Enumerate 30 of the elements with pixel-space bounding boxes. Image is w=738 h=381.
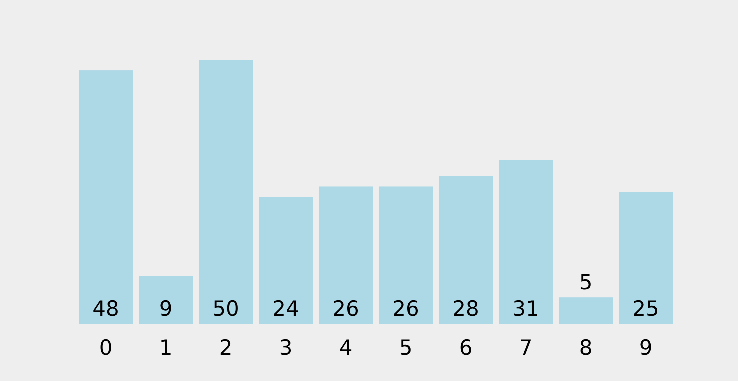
- x-tick-label: 2: [219, 336, 233, 360]
- data-label: 28: [452, 297, 480, 321]
- bar: [199, 60, 253, 324]
- data-label: 5: [579, 270, 593, 295]
- x-tick-label: 0: [99, 336, 113, 360]
- data-label: 50: [212, 297, 240, 321]
- x-tick-label: 1: [159, 336, 173, 360]
- bar: [379, 186, 433, 324]
- x-tick-label: 5: [399, 336, 413, 360]
- bar: [619, 192, 673, 324]
- x-tick-label: 7: [519, 336, 533, 360]
- bar: [319, 186, 373, 324]
- bar: [139, 276, 193, 324]
- bar: [499, 160, 553, 324]
- x-tick-label: 6: [459, 336, 473, 360]
- data-label: 31: [512, 297, 540, 321]
- data-label: 25: [632, 297, 660, 321]
- data-label: 48: [92, 297, 120, 321]
- bar: [439, 176, 493, 324]
- x-tick-label: 4: [339, 336, 353, 360]
- x-tick-label: 8: [579, 336, 593, 360]
- data-label: 9: [159, 297, 173, 321]
- bar: [259, 197, 313, 324]
- x-tick-label: 9: [639, 336, 653, 360]
- x-tick-label: 3: [279, 336, 293, 360]
- data-label: 26: [332, 297, 360, 321]
- bar: [79, 70, 133, 324]
- bar: [559, 298, 613, 324]
- data-label: 24: [272, 297, 300, 321]
- data-label: 26: [392, 297, 420, 321]
